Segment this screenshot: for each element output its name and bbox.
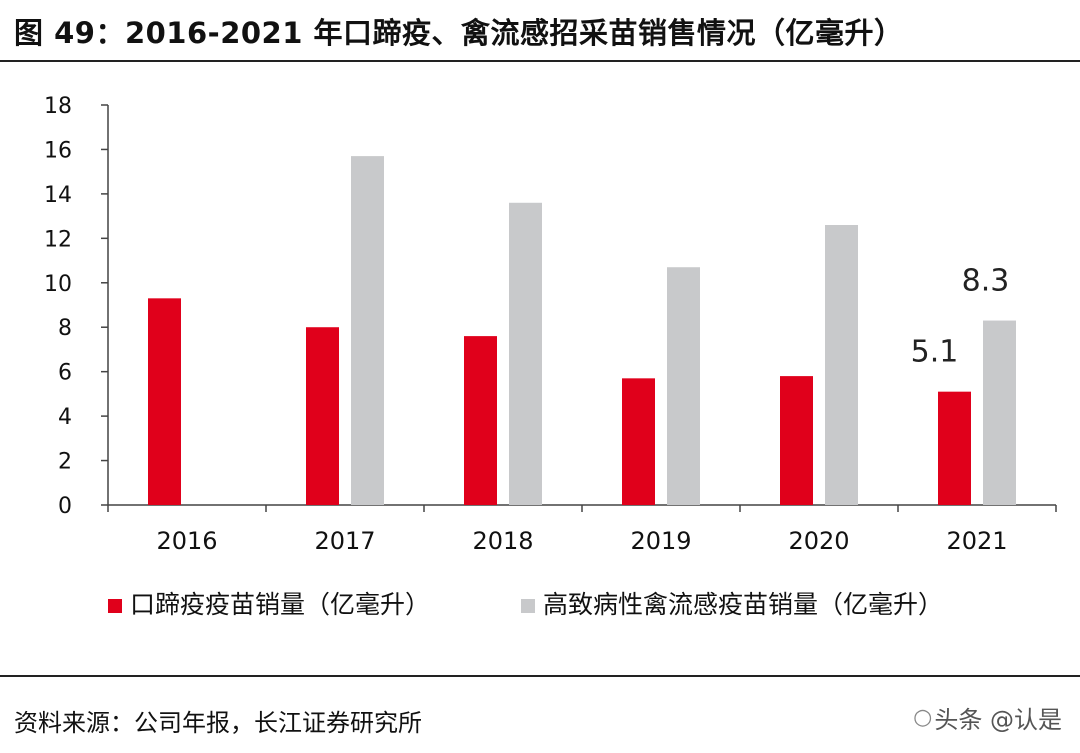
bar-fmd-2021 [938, 391, 971, 505]
y-tick-label: 6 [58, 361, 72, 386]
x-tick-label: 2020 [788, 527, 849, 555]
data-label: 8.3 [962, 264, 1010, 299]
bar-avian-flu-2020 [825, 225, 858, 505]
y-tick-label: 16 [44, 138, 72, 163]
figure-title: 图 49：2016-2021 年口蹄疫、禽流感招采苗销售情况（亿毫升） [14, 16, 904, 50]
y-tick-label: 2 [58, 450, 72, 475]
watermark-text: 头条 @认是 [934, 706, 1062, 734]
y-tick-label: 0 [58, 494, 72, 519]
y-tick-label: 18 [44, 94, 72, 119]
bar-fmd-2019 [622, 378, 655, 505]
x-tick-label: 2019 [630, 527, 691, 555]
x-tick-label: 2021 [946, 527, 1007, 555]
y-tick-label: 14 [44, 183, 72, 208]
bar-avian-flu-2018 [509, 202, 542, 505]
bar-avian-flu-2019 [667, 267, 700, 505]
legend-swatch [521, 599, 535, 613]
legend-swatch [108, 599, 122, 613]
y-tick-label: 8 [58, 316, 72, 341]
bar-fmd-2020 [780, 376, 813, 505]
data-label: 5.1 [911, 335, 959, 370]
source-note: 资料来源：公司年报，长江证券研究所 [14, 709, 422, 737]
bar-avian-flu-2021 [983, 320, 1016, 505]
watermark: ○ 头条 @认是 [913, 700, 1062, 735]
x-tick-label: 2018 [472, 527, 533, 555]
y-tick-label: 12 [44, 227, 72, 252]
legend-label: 高致病性禽流感疫苗销量（亿毫升） [543, 590, 943, 619]
y-tick-label: 4 [58, 405, 72, 430]
chat-bubble-icon: ○ [913, 705, 933, 730]
x-tick-label: 2017 [314, 527, 375, 555]
y-tick-label: 10 [44, 272, 72, 297]
title-rule [0, 60, 1080, 62]
bar-fmd-2017 [306, 327, 339, 505]
bar-avian-flu-2017 [351, 156, 384, 505]
legend-label: 口蹄疫疫苗销量（亿毫升） [130, 590, 430, 619]
bar-fmd-2018 [464, 336, 497, 505]
bar-fmd-2016 [148, 298, 181, 505]
x-tick-label: 2016 [156, 527, 217, 555]
footer-rule [0, 675, 1080, 677]
